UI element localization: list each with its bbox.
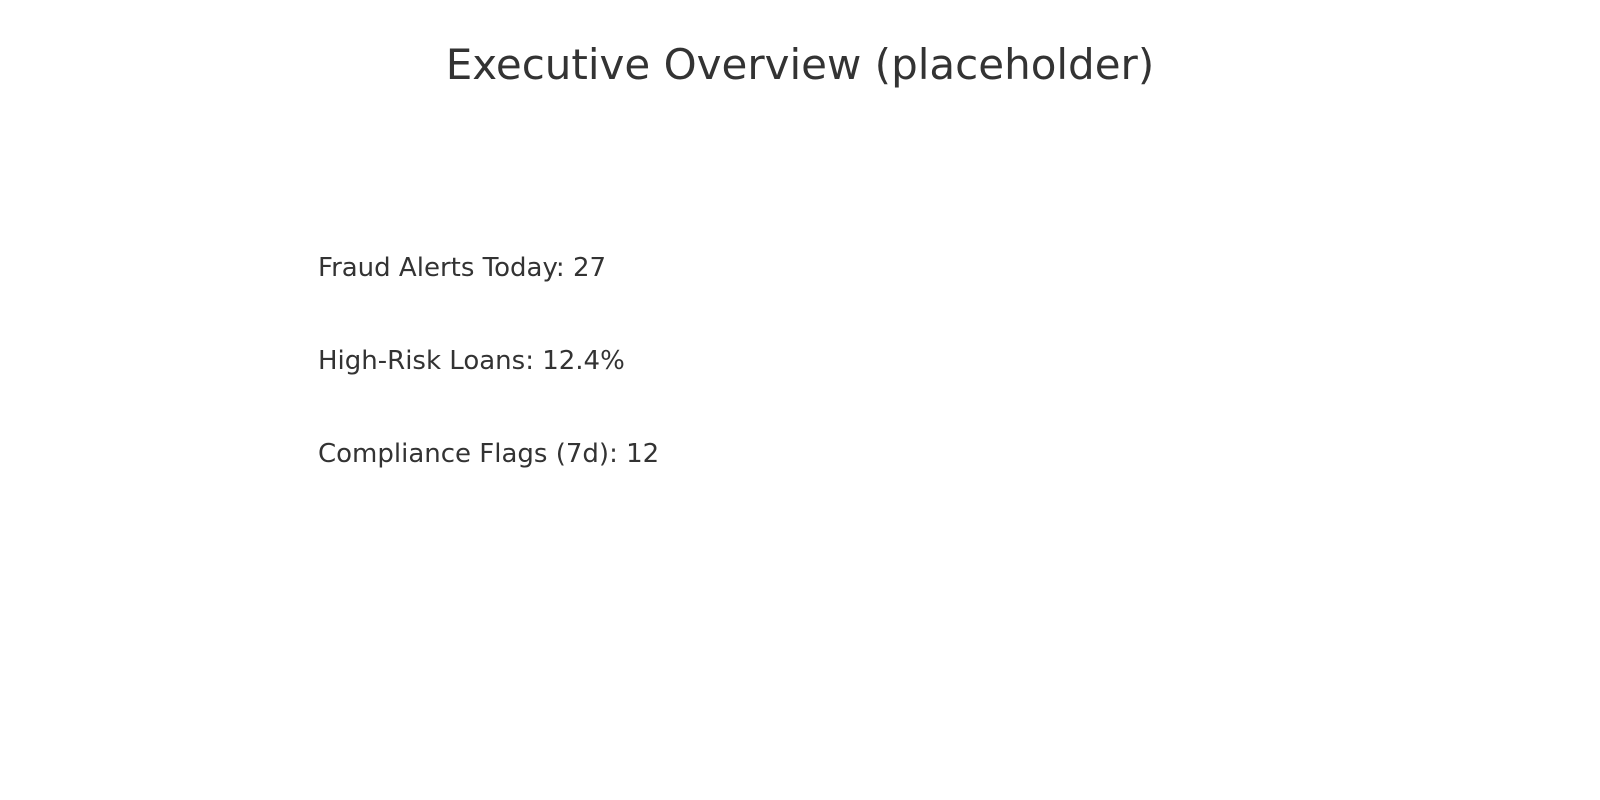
metrics-list: Fraud Alerts Today: 27 High-Risk Loans: … [318,252,659,470]
metric-fraud-alerts-today: Fraud Alerts Today: 27 [318,253,607,283]
metric-high-risk-loans: High-Risk Loans: 12.4% [318,346,625,376]
page-title: Executive Overview (placeholder) [445,40,1155,89]
metric-compliance-flags-7d: Compliance Flags (7d): 12 [318,439,660,469]
